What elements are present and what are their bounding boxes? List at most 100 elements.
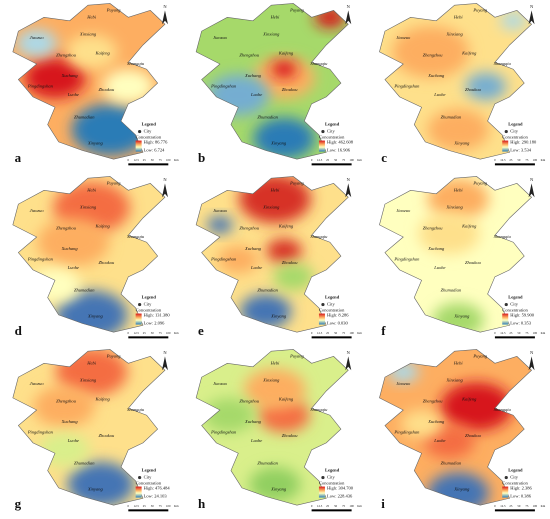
city-label: Zhoukou	[465, 433, 482, 438]
city-label: Pingdingshan	[393, 430, 420, 435]
north-label: N	[163, 350, 167, 355]
city-label: Xuchang	[427, 246, 445, 251]
city-label: Pingdingshan	[27, 430, 54, 435]
legend-concentration: Concentration	[136, 481, 162, 486]
scale-label: 50	[334, 504, 338, 508]
legend-high: High: 86.776	[144, 140, 169, 145]
city-label: Zhoukou	[98, 260, 115, 265]
scale-bar	[494, 336, 535, 339]
scale-label: 0	[128, 158, 130, 162]
scale-label: 100	[349, 504, 354, 508]
city-label: Zhumadian	[441, 115, 462, 120]
city-label: Puyang	[472, 353, 487, 358]
scale-label: Km	[541, 158, 546, 162]
scale-label: 25	[143, 158, 147, 162]
scale-label: 100	[166, 331, 171, 335]
city-label: Shangqiu	[310, 407, 328, 412]
city-label: Shangqiu	[494, 407, 512, 412]
city-label: Pingdingshan	[210, 257, 237, 262]
legend-city-dot	[138, 475, 142, 480]
legend-city: City	[510, 129, 519, 134]
city-label: Kaifeng	[278, 224, 294, 229]
city-label: Shangqiu	[310, 234, 328, 239]
city-label: Pingdingshan	[27, 84, 54, 89]
surface-blob	[401, 410, 443, 438]
legend-title: Legend	[142, 122, 157, 127]
legend-concentration: Concentration	[319, 308, 345, 313]
scale-label: 0	[494, 158, 496, 162]
city-label: Puyang	[289, 7, 304, 12]
north-label: N	[163, 177, 167, 182]
city-label: Zhengzhou	[56, 398, 77, 403]
legend-city: City	[327, 129, 336, 134]
scale-label: 12.5	[317, 158, 323, 162]
city-label: Zhoukou	[465, 260, 482, 265]
surface-blob	[67, 461, 135, 506]
legend-city: City	[510, 475, 519, 480]
scale-label: 25	[326, 504, 330, 508]
city-label: Zhoukou	[98, 433, 115, 438]
city-label: Kaifeng	[278, 397, 294, 402]
legend-city-dot	[138, 302, 142, 307]
city-label: Pingdingshan	[393, 257, 420, 262]
scale-label: 0	[311, 158, 313, 162]
legend-city: City	[144, 302, 153, 307]
city-label: Luohe	[250, 438, 262, 443]
legend-ramp	[502, 140, 509, 152]
legend-ramp	[318, 140, 325, 152]
surface-blob	[427, 472, 490, 506]
province-outline	[195, 3, 349, 160]
legend-ramp	[135, 313, 142, 325]
scale-label: 12.5	[134, 504, 140, 508]
city-label: Puyang	[106, 353, 121, 358]
scale-label: 50	[334, 331, 338, 335]
legend-low: Low: 3.534	[510, 148, 531, 153]
city-label: Zhengzhou	[239, 52, 260, 57]
city-label: Puyang	[289, 353, 304, 358]
legend-low: Low: 0.030	[327, 321, 348, 326]
legend-high: High: 462.608	[327, 140, 354, 145]
scale-label: 75	[342, 504, 346, 508]
scale-bar	[311, 163, 352, 166]
legend-concentration: Concentration	[502, 135, 528, 140]
legend-title: Legend	[325, 295, 340, 300]
city-label: Kaifeng	[278, 51, 294, 56]
scale-label: 50	[151, 158, 155, 162]
legend-city: City	[144, 129, 153, 134]
legend-ramp	[135, 486, 142, 498]
scale-label: 100	[533, 504, 538, 508]
city-label: Zhumadian	[257, 288, 278, 293]
city-label: Zhoukou	[465, 87, 482, 92]
scale-bar	[128, 336, 169, 339]
scale-bar	[494, 509, 535, 512]
map-panel: Hebi Puyang Jiaozuo Xinxiang Zhengzhou Kaifen…	[195, 349, 363, 512]
surface-blob	[266, 238, 303, 263]
scale-label: 25	[143, 331, 147, 335]
legend-title: Legend	[508, 468, 523, 473]
scale-label: 50	[517, 331, 521, 335]
scale-label: 75	[342, 331, 346, 335]
legend-concentration: Concentration	[502, 481, 528, 486]
city-label: Hebi	[453, 360, 463, 365]
city-label: Zhumadian	[74, 461, 95, 466]
legend-title: Legend	[325, 468, 340, 473]
legend-concentration: Concentration	[319, 481, 345, 486]
legend-high: High: 304.700	[327, 486, 354, 491]
city-label: Xinyang	[270, 314, 287, 319]
city-label: Kaifeng	[95, 224, 111, 229]
map-panel: Hebi Puyang Jiaozuo Xinxiang Zhengzhou Kaifen…	[12, 349, 179, 512]
province-outline	[195, 349, 349, 506]
scale-label: 12.5	[317, 504, 323, 508]
legend-concentration: Concentration	[502, 308, 528, 313]
north-arrow	[528, 356, 535, 371]
province-outline	[12, 176, 166, 333]
legend-concentration: Concentration	[319, 135, 345, 140]
city-label: Puyang	[472, 180, 487, 185]
city-label: Luohe	[433, 265, 445, 270]
city-label: Pingdingshan	[27, 257, 54, 262]
city-label: Luohe	[67, 438, 79, 443]
city-label: Luohe	[250, 92, 262, 97]
scale-label: 50	[151, 331, 155, 335]
surface-blob	[253, 117, 315, 160]
city-label: Pingdingshan	[210, 430, 237, 435]
